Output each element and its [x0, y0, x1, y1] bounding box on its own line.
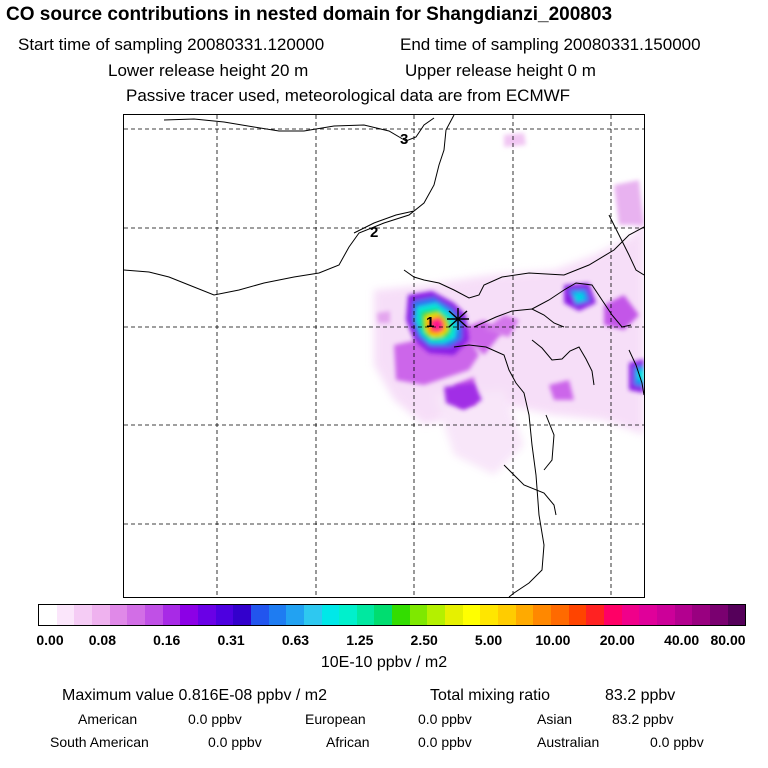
- lower-release-label: Lower release height 20 m: [108, 61, 309, 80]
- colorbar: [38, 604, 746, 626]
- region-asian-name: Asian: [537, 711, 573, 727]
- colorbar-cell: [639, 605, 657, 625]
- region-asian-value: 83.2 ppbv: [612, 711, 674, 727]
- region-american-value: 0.0 ppbv: [188, 711, 242, 727]
- colorbar-cell: [568, 605, 587, 625]
- colorbar-tick-label: 0.16: [153, 632, 181, 648]
- colorbar-tick-label: 20.00: [599, 632, 635, 648]
- map-title: CO source contributions in nested domain…: [6, 4, 613, 25]
- colorbar-cell: [233, 605, 251, 625]
- colorbar-cell: [551, 605, 569, 625]
- region-southamerican-name: South American: [50, 734, 149, 750]
- colorbar-cell: [621, 605, 640, 625]
- colorbar-cell: [339, 605, 357, 625]
- colorbar-cell: [674, 605, 693, 625]
- station-marker-icon: [447, 308, 469, 330]
- contour-label-2: 2: [370, 224, 378, 241]
- colorbar-cell: [303, 605, 322, 625]
- colorbar-tick-label: 0.00: [36, 632, 64, 648]
- end-time-label: End time of sampling 20080331.150000: [400, 35, 701, 54]
- contour-label-3: 3: [400, 131, 408, 148]
- colorbar-cell: [480, 605, 499, 625]
- colorbar-cell: [127, 605, 145, 625]
- coastlines-borders: [124, 115, 644, 597]
- colorbar-unit: 10E-10 ppbv / m2: [320, 654, 448, 671]
- colorbar-tick-label: 0.08: [88, 632, 116, 648]
- data-source-note: Passive tracer used, meteorological data…: [126, 86, 571, 105]
- colorbar-cell: [180, 605, 198, 625]
- total-mixing-label: Total mixing ratio: [430, 687, 551, 704]
- colorbar-cell: [498, 605, 516, 625]
- region-african-value: 0.0 ppbv: [418, 734, 472, 750]
- start-time-label: Start time of sampling 20080331.120000: [18, 35, 325, 54]
- colorbar-cell: [91, 605, 110, 625]
- colorbar-tick-label: 40.00: [664, 632, 700, 648]
- colorbar-tick-label: 1.25: [346, 632, 374, 648]
- colorbar-cell: [392, 605, 410, 625]
- colorbar-cell: [656, 605, 675, 625]
- region-african-name: African: [326, 734, 370, 750]
- colorbar-cell: [250, 605, 269, 625]
- region-australian-name: Australian: [537, 734, 600, 750]
- colorbar-cell: [445, 605, 463, 625]
- colorbar-cell: [462, 605, 481, 625]
- colorbar-tick-label: 5.00: [474, 632, 503, 648]
- region-southamerican-value: 0.0 ppbv: [208, 734, 262, 750]
- colorbar-cell: [39, 605, 57, 625]
- colorbar-cell: [604, 605, 622, 625]
- map-canvas: 3 2 1: [124, 115, 644, 597]
- region-european-value: 0.0 ppbv: [418, 711, 472, 727]
- plume-south: [444, 383, 482, 410]
- contour-label-1: 1: [426, 314, 434, 331]
- colorbar-cell: [427, 605, 446, 625]
- colorbar-cell: [709, 605, 728, 625]
- colorbar-cell: [286, 605, 304, 625]
- colorbar-cell: [727, 605, 746, 625]
- colorbar-cell: [74, 605, 92, 625]
- colorbar-cell: [356, 605, 375, 625]
- contour-label-group: 3 2 1: [370, 131, 434, 331]
- colorbar-cell: [215, 605, 234, 625]
- colorbar-cell: [586, 605, 604, 625]
- colorbar-tick-label: 0.31: [217, 632, 245, 648]
- colorbar-tick-label: 0.63: [281, 632, 310, 648]
- colorbar-cell: [374, 605, 393, 625]
- colorbar-cell: [321, 605, 340, 625]
- upper-release-label: Upper release height 0 m: [405, 61, 596, 80]
- colorbar-cell: [144, 605, 163, 625]
- map-panel[interactable]: 3 2 1: [123, 114, 645, 598]
- plume-korea: [564, 283, 596, 311]
- colorbar-cell: [56, 605, 75, 625]
- colorbar-tick-label: 10.00: [535, 632, 571, 648]
- region-european-name: European: [305, 711, 366, 727]
- plume-japan-edge: [629, 359, 644, 393]
- max-value-label: Maximum value 0.816E-08 ppbv / m2: [62, 687, 328, 704]
- colorbar-cell: [197, 605, 216, 625]
- colorbar-cell: [409, 605, 428, 625]
- colorbar-tick-label: 80.00: [710, 632, 746, 648]
- colorbar-cell: [162, 605, 181, 625]
- colorbar-tick-label: 2.50: [410, 632, 438, 648]
- colorbar-cell: [109, 605, 128, 625]
- total-mixing-value: 83.2 ppbv: [605, 687, 676, 704]
- colorbar-cell: [533, 605, 552, 625]
- region-australian-value: 0.0 ppbv: [650, 734, 704, 750]
- lat-lon-grid: [124, 115, 644, 597]
- region-american-name: American: [78, 711, 138, 727]
- plume-core: [406, 291, 469, 355]
- colorbar-cell: [692, 605, 710, 625]
- colorbar-cell: [515, 605, 534, 625]
- colorbar-cell: [268, 605, 287, 625]
